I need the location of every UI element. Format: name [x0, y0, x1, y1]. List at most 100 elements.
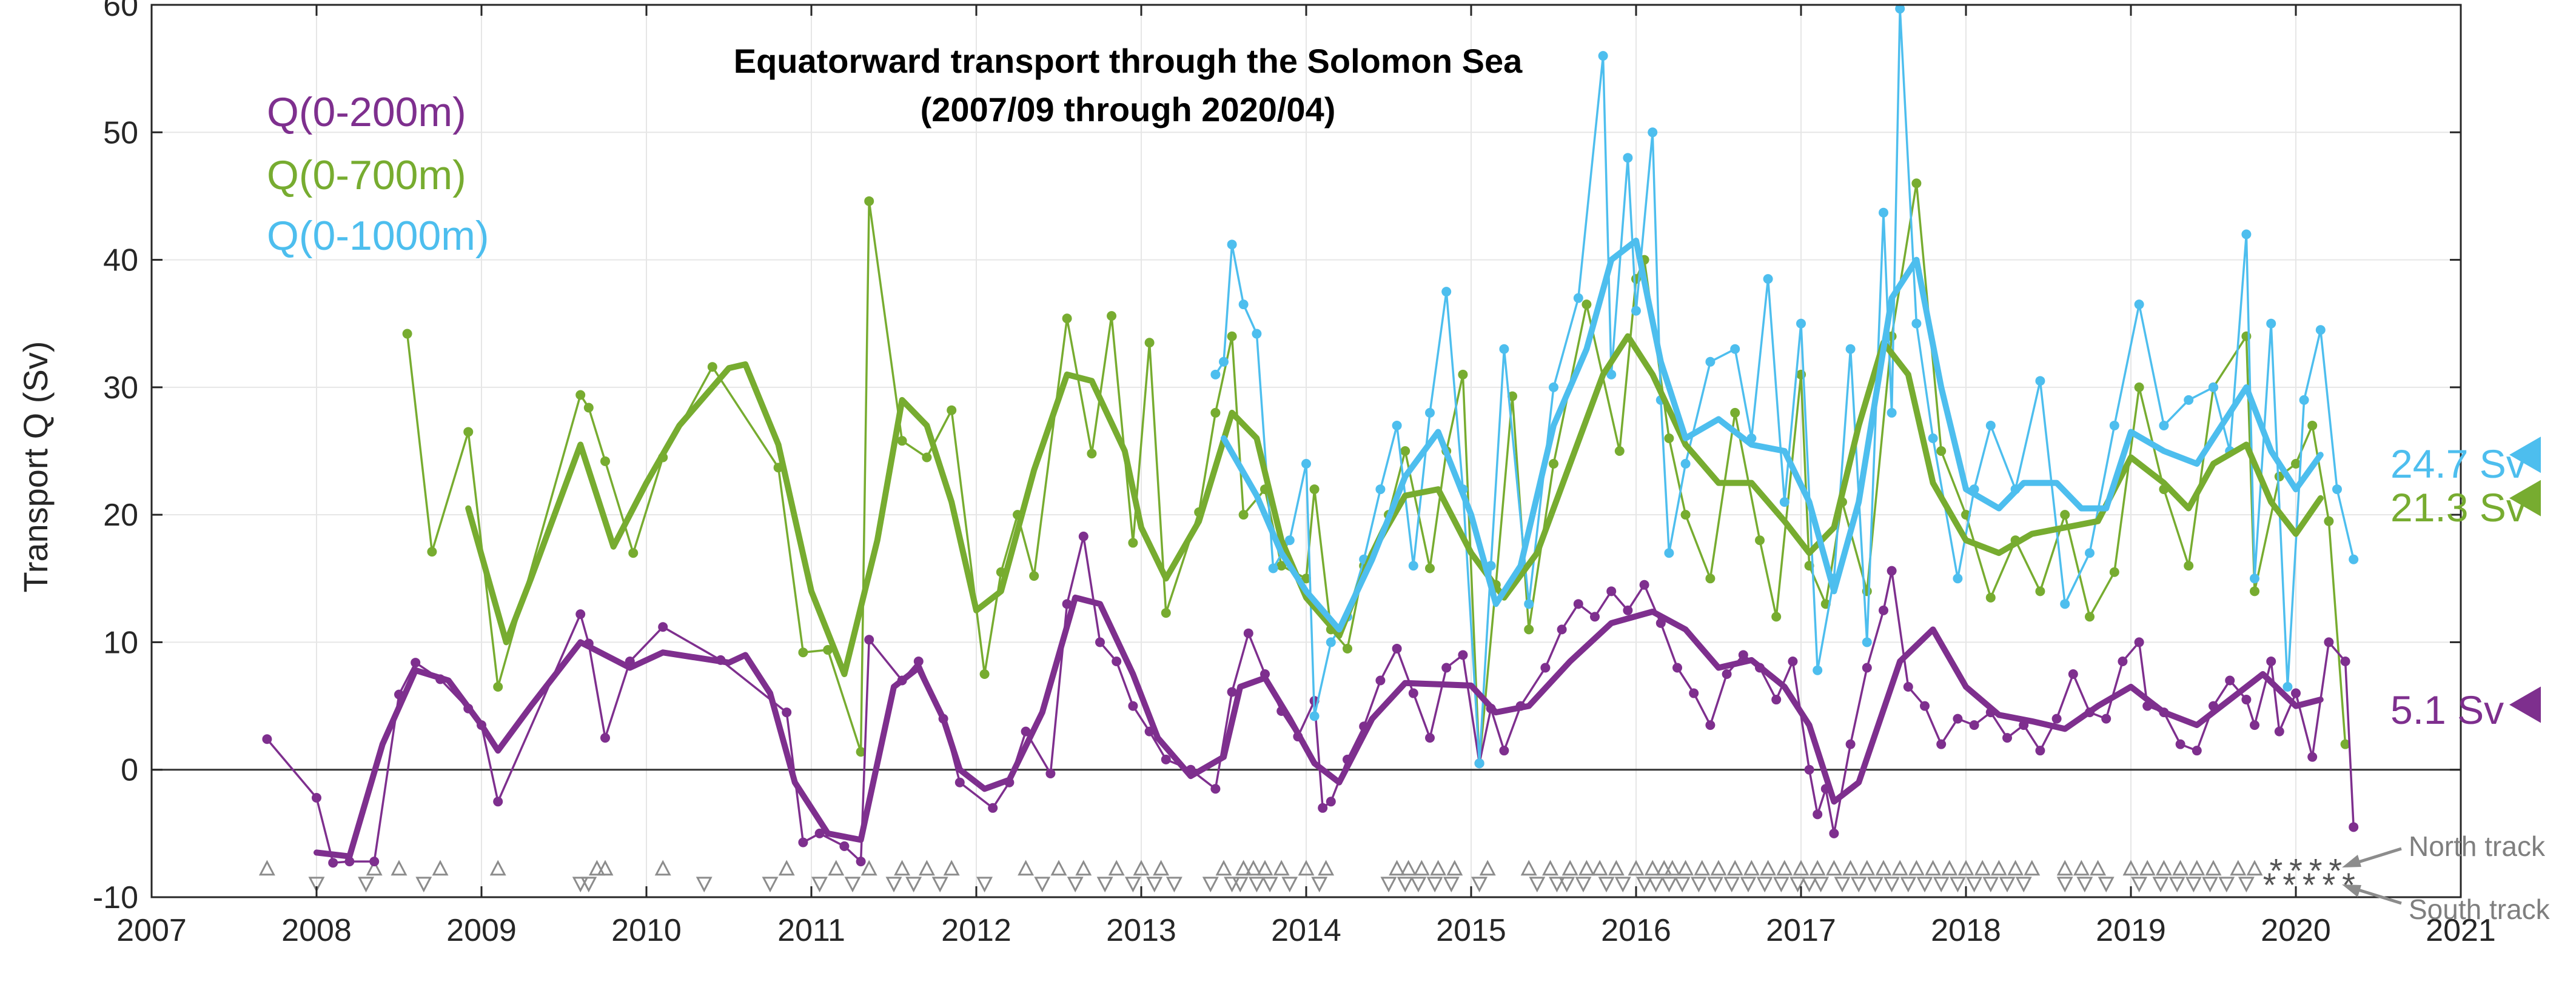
data-point-q200: [1920, 701, 1930, 711]
north-track-marker: [894, 860, 911, 876]
x-tick-label: 2012: [941, 913, 1011, 948]
data-point-q700: [2060, 510, 2070, 520]
south-track-marker: [1636, 877, 1653, 893]
north-track-marker: [918, 860, 935, 876]
data-point-q700: [1144, 338, 1155, 348]
data-point-q700: [427, 547, 437, 557]
north-track-marker: [1859, 860, 1876, 876]
south-track-marker: [2076, 877, 2093, 893]
south-track-marker: [1232, 877, 1249, 893]
data-point-q1000: [1219, 356, 1229, 367]
data-point-q200: [864, 635, 874, 645]
data-point-q700: [2035, 586, 2045, 597]
data-point-q700: [2291, 459, 2301, 469]
south-track-marker: [1397, 877, 1414, 893]
data-point-q1000: [1598, 51, 1608, 61]
north-track-marker: [1974, 860, 1991, 876]
north-track-marker: [2230, 860, 2247, 876]
north-track-marker: [1694, 860, 1711, 876]
data-point-q700: [1705, 573, 1716, 584]
data-point-q700: [2085, 612, 2095, 622]
data-point-q700: [1664, 433, 1674, 443]
chart-subtitle: (2007/09 through 2020/04): [921, 90, 1336, 129]
data-point-q1000: [1301, 459, 1311, 469]
north-track-marker: [1875, 860, 1892, 876]
data-point-q700: [897, 436, 907, 446]
end-marker-q200: [2509, 686, 2541, 723]
south-track-marker: [358, 877, 375, 893]
south-track-marker: [1999, 877, 2016, 893]
south-track-marker: [1773, 877, 1789, 893]
data-point-q1000: [1911, 318, 1922, 329]
y-tick-label: 50: [103, 115, 138, 150]
data-point-q1000: [2332, 484, 2342, 495]
data-point-q700: [2340, 739, 2350, 749]
data-point-q200: [1969, 720, 1979, 730]
data-point-q1000: [2134, 299, 2144, 310]
x-tick-label: 2014: [1271, 913, 1341, 948]
data-point-q1000: [1631, 306, 1641, 316]
data-point-q1000: [1375, 484, 1386, 495]
data-point-q200: [2068, 669, 2078, 679]
north-track-marker: [1542, 860, 1559, 876]
south-track-asterisk: *: [2323, 866, 2336, 904]
y-tick-label: 10: [103, 625, 138, 660]
north-track-marker: [1298, 860, 1315, 876]
data-point-q200: [1128, 701, 1138, 711]
north-track-marker: [1842, 860, 1859, 876]
y-tick-label: 40: [103, 243, 138, 278]
data-point-q200: [1243, 628, 1253, 638]
data-point-q700: [1128, 538, 1138, 548]
south-track-marker: [1426, 877, 1443, 893]
north-track-marker: [2205, 860, 2222, 876]
south-track-marker: [2152, 877, 2169, 893]
data-point-q200: [1639, 580, 1649, 590]
data-point-q200: [1425, 733, 1435, 743]
south-track-asterisk: *: [2283, 866, 2296, 904]
data-point-q700: [493, 682, 503, 692]
north-track-marker: [1990, 860, 2007, 876]
data-point-q200: [1458, 650, 1468, 660]
north-track-marker: [1925, 860, 1942, 876]
north-track-marker: [1479, 860, 1496, 876]
north-track-marker: [391, 860, 408, 876]
data-point-q1000: [1425, 407, 1435, 418]
data-point-q200: [2349, 822, 2359, 832]
south-track-marker: [1801, 877, 1818, 893]
data-point-q700: [583, 403, 594, 413]
data-point-q200: [575, 609, 586, 620]
data-point-q200: [411, 658, 421, 668]
data-point-q700: [922, 452, 932, 463]
data-point-q1000: [2349, 554, 2359, 564]
south-track-marker: [1034, 877, 1051, 893]
south-track-marker: [1614, 877, 1631, 893]
data-point-q700: [823, 645, 833, 655]
south-track-marker: [1380, 877, 1397, 893]
south-track-marker: [1789, 877, 1806, 893]
data-point-q200: [1318, 803, 1328, 813]
x-tick-label: 2020: [2261, 913, 2331, 948]
data-point-q1000: [2266, 318, 2276, 329]
south-track-marker: [1443, 877, 1460, 893]
x-tick-label: 2007: [116, 913, 187, 948]
data-point-q1000: [2060, 599, 2070, 609]
data-point-q200: [2340, 656, 2350, 666]
data-point-q200: [988, 803, 998, 813]
north-track-arrowhead: [2342, 855, 2361, 867]
north-track-asterisk: *: [2309, 852, 2323, 890]
south-track-marker: [1146, 877, 1163, 893]
data-point-q1000: [2109, 420, 2119, 430]
data-point-q700: [1343, 643, 1352, 653]
north-track-marker: [1793, 860, 1810, 876]
end-label-q1000: 24.7 Sv: [2390, 441, 2526, 486]
north-track-marker: [1677, 860, 1694, 876]
data-point-q700: [1985, 592, 1996, 603]
series-smooth-line-q700: [465, 333, 2324, 677]
data-point-q200: [954, 777, 965, 787]
north-track-marker: [1743, 860, 1760, 876]
axes: [150, 4, 2462, 898]
north-track-marker: [1710, 860, 1727, 876]
south-track-marker: [1933, 877, 1950, 893]
data-point-q1000: [2209, 382, 2218, 392]
data-point-q1000: [1730, 344, 1740, 354]
